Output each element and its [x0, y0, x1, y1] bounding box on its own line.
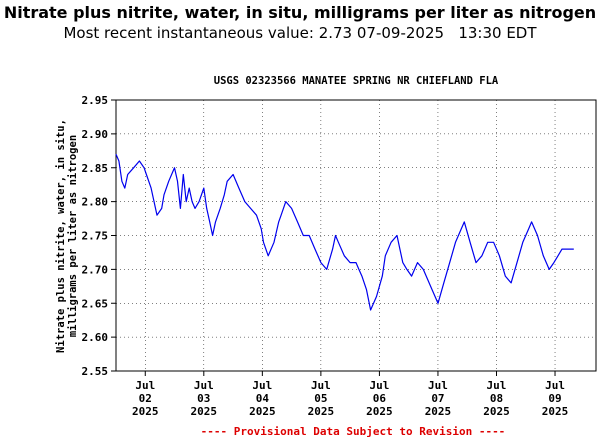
x-tick-label-line1: Jul [545, 379, 565, 392]
x-tick-label-line2: 02 [139, 392, 152, 405]
y-axis-ticks: 2.95 2.90 2.85 2.80 2.75 2.70 2.65 2.60 2.55 [82, 94, 116, 378]
x-tick-label-line1: Jul [194, 379, 214, 392]
most-recent-value: Most recent instantaneous value: 2.73 07… [63, 24, 537, 42]
y-axis-label-line-1: Nitrate plus nitrite, water, in situ, [55, 119, 67, 353]
x-tick-label-line3: 2025 [425, 405, 452, 418]
x-tick-label-line1: Jul [487, 379, 507, 392]
y-tick-label: 2.95 [82, 94, 109, 107]
y-tick-label: 2.75 [82, 230, 109, 243]
x-tick-label-line2: 05 [314, 392, 327, 405]
grid-lines [116, 99, 596, 372]
x-tick-label-line2: 08 [490, 392, 503, 405]
x-tick-label-line3: 2025 [542, 405, 569, 418]
y-tick-label: 2.90 [82, 128, 109, 141]
y-tick-label: 2.85 [82, 162, 109, 175]
x-axis-ticks: Jul022025Jul032025Jul042025Jul052025Jul0… [132, 371, 568, 418]
x-tick-label-line2: 06 [373, 392, 387, 405]
x-tick-label-line1: Jul [369, 379, 389, 392]
y-tick-label: 2.80 [82, 196, 109, 209]
x-tick-label-line1: Jul [135, 379, 155, 392]
page-title: Nitrate plus nitrite, water, in situ, mi… [3, 3, 597, 22]
y-tick-label: 2.60 [82, 331, 109, 344]
x-tick-label-line3: 2025 [132, 405, 159, 418]
x-tick-label-line2: 03 [197, 392, 210, 405]
x-tick-label-line3: 2025 [483, 405, 510, 418]
x-tick-label-line3: 2025 [191, 405, 218, 418]
plot-area [115, 99, 597, 372]
x-tick-label-line3: 2025 [249, 405, 276, 418]
x-tick-label-line3: 2025 [366, 405, 393, 418]
x-tick-label-line1: Jul [428, 379, 448, 392]
series-line-nitrate [115, 153, 574, 311]
x-tick-label-line2: 04 [256, 392, 270, 405]
y-axis-label-line-2: milligrams per liter as nitrogen [67, 135, 79, 337]
x-tick-label-line1: Jul [252, 379, 272, 392]
y-tick-label: 2.70 [82, 263, 109, 276]
y-axis-label: Nitrate plus nitrite, water, in situ, mi… [55, 119, 79, 353]
x-tick-label-line2: 07 [431, 392, 444, 405]
x-tick-label-line1: Jul [311, 379, 331, 392]
x-tick-label-line3: 2025 [308, 405, 335, 418]
provisional-data-footer: ---- Provisional Data Subject to Revisio… [201, 425, 506, 438]
y-tick-label: 2.65 [82, 297, 109, 310]
chart-title: USGS 02323566 MANATEE SPRING NR CHIEFLAN… [214, 75, 499, 87]
x-tick-label-line2: 09 [548, 392, 561, 405]
y-tick-label: 2.55 [82, 365, 109, 378]
